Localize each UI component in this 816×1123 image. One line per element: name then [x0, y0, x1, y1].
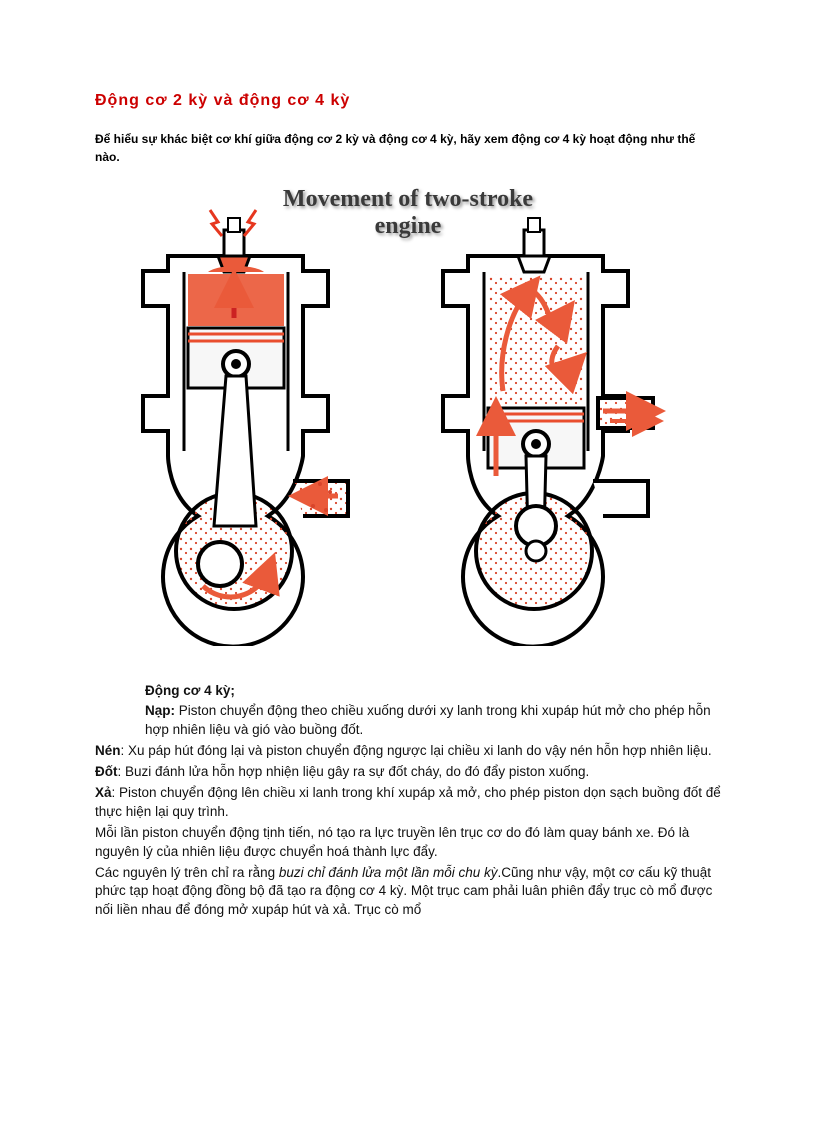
engine-right	[443, 218, 653, 646]
nen-label: Nén	[95, 743, 121, 758]
page-title: Động cơ 2 kỳ và động cơ 4 kỳ	[95, 90, 721, 112]
nap-label: Nạp:	[145, 703, 175, 718]
para2: Các nguyên lý trên chỉ ra rằng buzi chỉ …	[95, 864, 721, 921]
dot-text: : Buzi đánh lửa hỗn hợp nhiện liệu gây r…	[118, 764, 590, 779]
nap-text: Piston chuyển động theo chiều xuống dưới…	[145, 703, 711, 737]
intro-text: Để hiểu sự khác biệt cơ khí giữa động cơ…	[95, 130, 721, 166]
heading-4ky: Động cơ 4 kỳ;	[145, 682, 721, 701]
diagram-caption: Movement of two-stroke engine	[278, 186, 538, 239]
xa-line: Xả: Piston chuyển động lên chiều xi lanh…	[95, 784, 721, 822]
xa-text: : Piston chuyển động lên chiều xi lanh t…	[95, 785, 721, 819]
body-text: Động cơ 4 kỳ; Nạp: Piston chuyển động th…	[95, 682, 721, 921]
dot-line: Đốt: Buzi đánh lửa hỗn hợp nhiện liệu gâ…	[95, 763, 721, 782]
dot-label: Đốt	[95, 764, 118, 779]
engine-left	[143, 210, 348, 646]
engine-diagram: Movement of two-stroke engine	[95, 186, 721, 651]
nen-line: Nén: Xu páp hút đóng lại và piston chuyể…	[95, 742, 721, 761]
nap-line: Nạp: Piston chuyển động theo chiều xuống…	[145, 702, 721, 740]
nen-text: : Xu páp hút đóng lại và piston chuyển đ…	[121, 743, 712, 758]
para2-ital: buzi chỉ đánh lửa một lần mỗi chu kỳ	[279, 865, 498, 880]
para2a: Các nguyên lý trên chỉ ra rằng	[95, 865, 279, 880]
para1: Mỗi lần piston chuyển động tịnh tiến, nó…	[95, 824, 721, 862]
xa-label: Xả	[95, 785, 112, 800]
two-stroke-svg	[128, 186, 688, 646]
